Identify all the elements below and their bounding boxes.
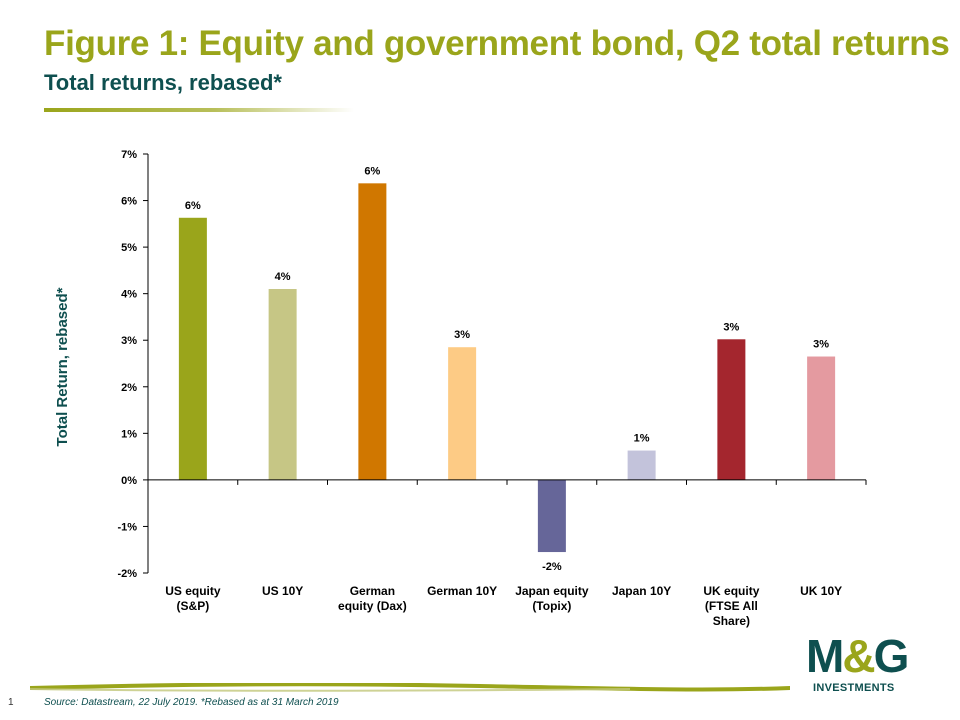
bar — [717, 339, 746, 480]
data-label: 3% — [723, 321, 739, 333]
x-tick-label: Japan equity (Topix) — [515, 584, 589, 613]
y-axis-title: Total Return, rebased* — [54, 287, 71, 446]
y-tick-label: -2% — [117, 568, 137, 580]
x-tick-label: German equity (Dax) — [338, 584, 407, 613]
data-label: 4% — [275, 271, 291, 283]
bar — [448, 347, 477, 480]
x-tick-label: US 10Y — [262, 584, 303, 598]
page-subtitle: Total returns, rebased* — [44, 70, 282, 95]
x-tick-label: UK 10Y — [800, 584, 842, 598]
logo-mark: M&G — [806, 630, 909, 682]
x-tick-label: UK equity (FTSE All Share) — [703, 584, 759, 628]
page-title: Figure 1: Equity and government bond, Q2… — [44, 24, 950, 63]
data-label: 1% — [634, 433, 650, 445]
y-tick-label: 0% — [121, 475, 137, 487]
y-tick-label: 4% — [121, 289, 137, 301]
data-label: 6% — [364, 165, 380, 177]
y-tick-label: 3% — [121, 335, 137, 347]
bar — [268, 289, 297, 480]
y-tick-label: 7% — [121, 149, 137, 161]
x-tick-label: German 10Y — [427, 584, 497, 598]
y-tick-label: 1% — [121, 428, 137, 440]
data-label: 3% — [454, 329, 470, 341]
data-label: 6% — [185, 200, 201, 212]
bar — [358, 183, 387, 480]
bar-chart: -2% -1% 0% 1% 2% 3% 4% 5% 6% 7% 6% 4% 6% 3% -2% 1% 3% 3% U… — [54, 149, 867, 628]
y-tick-label: 2% — [121, 382, 137, 394]
bar — [537, 479, 566, 553]
bar — [178, 217, 207, 480]
logo-tagline: INVESTMENTS — [813, 682, 895, 694]
bar — [627, 450, 656, 480]
y-tick-label: 6% — [121, 196, 137, 208]
x-tick-label: US equity (S&P) — [165, 584, 221, 613]
bar — [807, 356, 836, 480]
title-underline — [44, 108, 354, 112]
mg-investments-logo: M&G INVESTMENTS — [806, 633, 930, 697]
y-tick-label: 5% — [121, 242, 137, 254]
x-tick-label: Japan 10Y — [612, 584, 671, 598]
y-tick-label: -1% — [117, 521, 137, 533]
source-note: Source: Datastream, 22 July 2019. *Rebas… — [44, 697, 339, 708]
page-number: 1 — [8, 697, 14, 708]
data-label: 3% — [813, 339, 829, 351]
footer-divider — [30, 683, 790, 692]
data-label: -2% — [542, 561, 562, 573]
